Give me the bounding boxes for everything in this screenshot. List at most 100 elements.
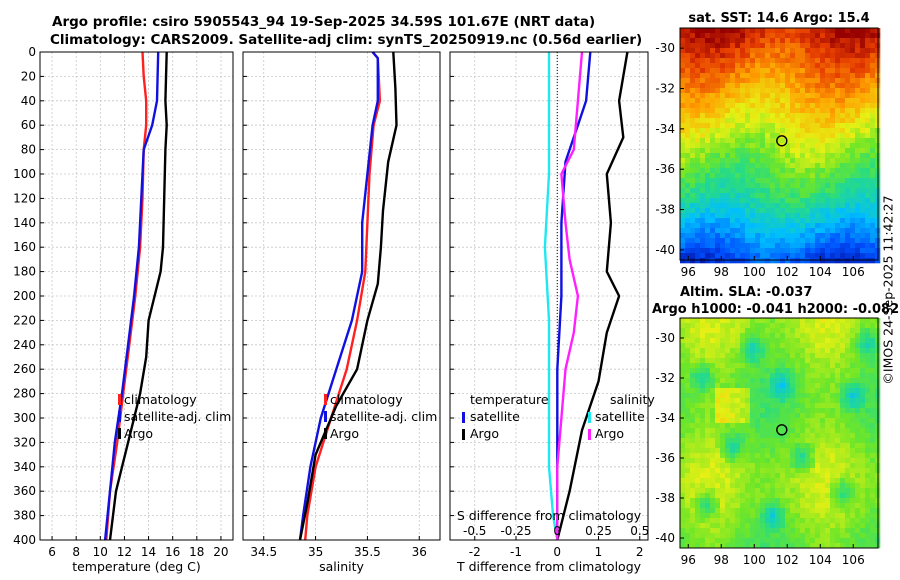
map-cell xyxy=(770,378,776,384)
map-cell xyxy=(760,38,766,44)
map-cell xyxy=(850,443,856,449)
map-cell xyxy=(695,388,701,394)
map-cell xyxy=(760,443,766,449)
map-cell xyxy=(850,463,856,469)
map-cell xyxy=(770,98,776,104)
map-cell xyxy=(825,158,831,164)
map-cell xyxy=(700,28,706,34)
map-cell xyxy=(850,523,856,529)
map-cell xyxy=(695,243,701,249)
map-cell xyxy=(820,48,826,54)
map-cell xyxy=(870,143,876,149)
map-cell xyxy=(795,123,801,129)
map-cell xyxy=(860,183,866,189)
map-cell xyxy=(815,423,821,429)
map-cell xyxy=(740,243,746,249)
map-cell xyxy=(825,93,831,99)
map-cell xyxy=(810,463,816,469)
map-cell xyxy=(800,333,806,339)
map-cell xyxy=(860,248,866,254)
map-cell xyxy=(700,258,706,264)
map-cell xyxy=(795,468,801,474)
map-cell xyxy=(865,183,871,189)
map-cell xyxy=(825,108,831,114)
map-cell xyxy=(785,193,791,199)
map-cell xyxy=(865,53,871,59)
map-cell xyxy=(805,418,811,424)
map-cell xyxy=(830,338,836,344)
map-cell xyxy=(780,218,786,224)
map-cell xyxy=(870,238,876,244)
map-cell xyxy=(770,83,776,89)
map-cell xyxy=(755,108,761,114)
map-cell xyxy=(775,218,781,224)
map-cell xyxy=(785,233,791,239)
map-cell xyxy=(815,248,821,254)
map-cell xyxy=(835,368,841,374)
map-cell xyxy=(770,533,776,539)
map-cell xyxy=(805,428,811,434)
map-cell xyxy=(720,518,726,524)
map-cell xyxy=(800,28,806,34)
map-cell xyxy=(845,538,851,544)
map-cell xyxy=(840,218,846,224)
map-cell xyxy=(790,183,796,189)
map-cell xyxy=(790,73,796,79)
map-cell xyxy=(770,323,776,329)
map-cell xyxy=(870,158,876,164)
map-cell xyxy=(805,68,811,74)
legend-label: satellite xyxy=(470,409,520,424)
map-cell xyxy=(735,378,741,384)
map-cell xyxy=(725,173,731,179)
map-cell xyxy=(685,533,691,539)
map-cell xyxy=(680,148,686,154)
map-cell xyxy=(725,43,731,49)
map-cell xyxy=(725,378,731,384)
map-cell xyxy=(830,203,836,209)
map-cell xyxy=(700,423,706,429)
map-cell xyxy=(840,188,846,194)
map-cell xyxy=(850,448,856,454)
map-cell xyxy=(710,103,716,109)
map-cell xyxy=(735,408,741,414)
map-cell xyxy=(820,418,826,424)
map-cell xyxy=(825,413,831,419)
map-cell xyxy=(720,368,726,374)
map-cell xyxy=(800,463,806,469)
map-cell xyxy=(710,108,716,114)
map-cell xyxy=(695,128,701,134)
map-cell xyxy=(705,93,711,99)
map-cell xyxy=(705,128,711,134)
map-cell xyxy=(685,338,691,344)
map-cell xyxy=(705,158,711,164)
map-cell xyxy=(740,53,746,59)
map-cell xyxy=(790,463,796,469)
map-cell xyxy=(785,153,791,159)
map-cell xyxy=(770,538,776,544)
map-cell xyxy=(855,183,861,189)
map-cell xyxy=(795,108,801,114)
map-cell xyxy=(685,213,691,219)
map-cell xyxy=(695,193,701,199)
map-cell xyxy=(700,473,706,479)
map-cell xyxy=(755,413,761,419)
map-cell xyxy=(850,348,856,354)
map-cell xyxy=(830,438,836,444)
map-cell xyxy=(715,318,721,324)
map-cell xyxy=(680,33,686,39)
map-cell xyxy=(720,53,726,59)
map-cell xyxy=(835,48,841,54)
map-cell xyxy=(865,413,871,419)
map-cell xyxy=(820,508,826,514)
map-cell xyxy=(680,383,686,389)
map-cell xyxy=(765,148,771,154)
map-cell xyxy=(800,193,806,199)
map-cell xyxy=(770,43,776,49)
map-cell xyxy=(700,208,706,214)
map-cell xyxy=(780,113,786,119)
map-cell xyxy=(810,228,816,234)
map-cell xyxy=(780,103,786,109)
map-cell xyxy=(750,78,756,84)
map-cell xyxy=(715,538,721,544)
map-cell xyxy=(695,113,701,119)
